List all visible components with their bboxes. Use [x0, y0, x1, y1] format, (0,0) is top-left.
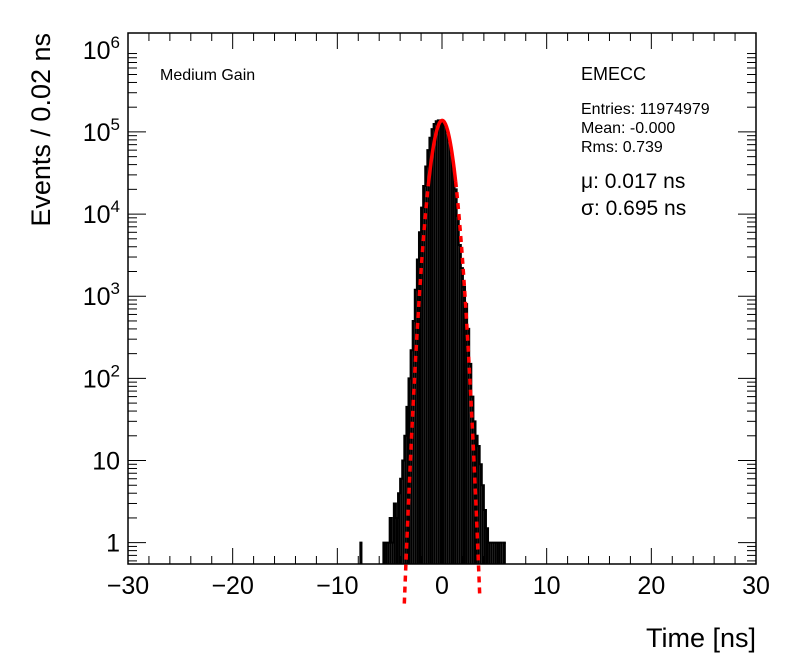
y-tick-label: 102	[83, 361, 120, 393]
gain-label: Medium Gain	[160, 67, 255, 84]
histogram-bin	[383, 542, 386, 564]
histogram-bin	[431, 129, 434, 565]
x-tick-label: 10	[533, 572, 561, 600]
histogram-bin	[481, 485, 484, 564]
rms-label: Rms: 0.739	[581, 139, 663, 156]
histogram-bin	[421, 207, 424, 564]
x-tick-label: −20	[211, 572, 253, 600]
histogram-bin	[462, 286, 466, 564]
histogram-series	[359, 119, 506, 565]
gaussian-fit	[402, 118, 482, 604]
histogram-bin	[385, 542, 388, 564]
y-tick-label: 1	[106, 530, 120, 558]
fit-curve-solid	[426, 118, 458, 185]
histogram-bin	[471, 396, 474, 564]
axis-ticks	[127, 33, 757, 564]
histogram-bin	[389, 517, 392, 564]
histogram-bin	[503, 542, 506, 564]
histogram-bin	[404, 435, 407, 564]
histogram-bin	[429, 137, 432, 564]
entries-label: Entries: 11974979	[581, 101, 710, 118]
x-tick-label: 30	[742, 572, 770, 600]
histogram-bin	[402, 460, 405, 564]
histogram-bin	[485, 528, 489, 564]
histogram-bin	[418, 232, 422, 565]
detector-label: EMECC	[581, 64, 646, 84]
histogram-bin	[391, 542, 394, 564]
histogram-bin	[387, 542, 390, 564]
histogram-bin	[446, 131, 449, 565]
y-tick-label: 106	[83, 33, 120, 65]
histogram-bin	[412, 320, 415, 564]
histogram-bin	[454, 189, 457, 564]
histogram-bin	[488, 542, 491, 564]
histogram-bin	[492, 542, 495, 564]
histogram-bin	[442, 122, 445, 564]
histogram-bin	[433, 123, 436, 564]
histogram-bin	[427, 150, 430, 564]
y-tick-label: 104	[83, 197, 120, 229]
histogram-bin	[496, 542, 499, 564]
y-axis-title: Events / 0.02 ns	[26, 33, 56, 227]
fit-curve-dashed-right	[453, 181, 482, 595]
histogram-bin	[435, 121, 438, 565]
x-axis-title: Time [ns]	[646, 623, 756, 653]
mean-label: Mean: -0.000	[581, 120, 675, 137]
histogram-bin	[469, 363, 472, 564]
histogram-bin	[456, 215, 459, 564]
histogram-bin	[479, 464, 482, 564]
histogram-bin	[458, 245, 461, 564]
histogram-bin	[448, 140, 451, 564]
histogram-bin	[490, 542, 493, 564]
histogram-bin	[393, 503, 396, 564]
histogram-bin	[395, 517, 399, 564]
x-tick-label: 0	[435, 572, 449, 600]
histogram-bin	[467, 328, 470, 564]
histogram-bin	[477, 446, 480, 564]
histogram-bin	[400, 478, 403, 564]
histogram-bin	[398, 493, 401, 564]
histogram-bin	[460, 268, 463, 564]
y-tick-label: 10	[92, 448, 120, 476]
y-tick-label: 103	[83, 279, 120, 311]
histogram-bin	[452, 168, 455, 564]
histogram-bin	[425, 166, 428, 564]
histogram-bin	[406, 406, 409, 564]
histogram-bin	[450, 152, 453, 564]
x-tick-label: 20	[637, 572, 665, 600]
histogram-bin	[414, 289, 417, 564]
fit-sigma-label: σ: 0.695 ns	[581, 197, 686, 220]
histogram-bin	[500, 542, 503, 564]
histogram-bin	[437, 120, 440, 565]
histogram-bin	[494, 542, 497, 564]
histogram-bin	[444, 126, 447, 564]
y-tick-labels: 1 10 102 103 104 105 106	[83, 33, 120, 558]
histogram-bin	[483, 509, 486, 564]
y-tick-label: 105	[83, 115, 120, 147]
histogram-bin	[360, 542, 363, 564]
x-tick-label: −30	[107, 572, 149, 600]
x-tick-labels: −30 −20 −10 0 10 20 30	[107, 572, 770, 600]
x-tick-label: −10	[316, 572, 358, 600]
fit-mu-label: μ: 0.017 ns	[581, 170, 685, 193]
histogram-bin	[498, 542, 501, 564]
fit-curve-dashed-left	[402, 184, 431, 604]
histogram-bin	[423, 185, 426, 565]
histogram-bin	[439, 120, 442, 565]
histogram-bin	[465, 304, 468, 564]
histogram-bin	[416, 259, 419, 564]
